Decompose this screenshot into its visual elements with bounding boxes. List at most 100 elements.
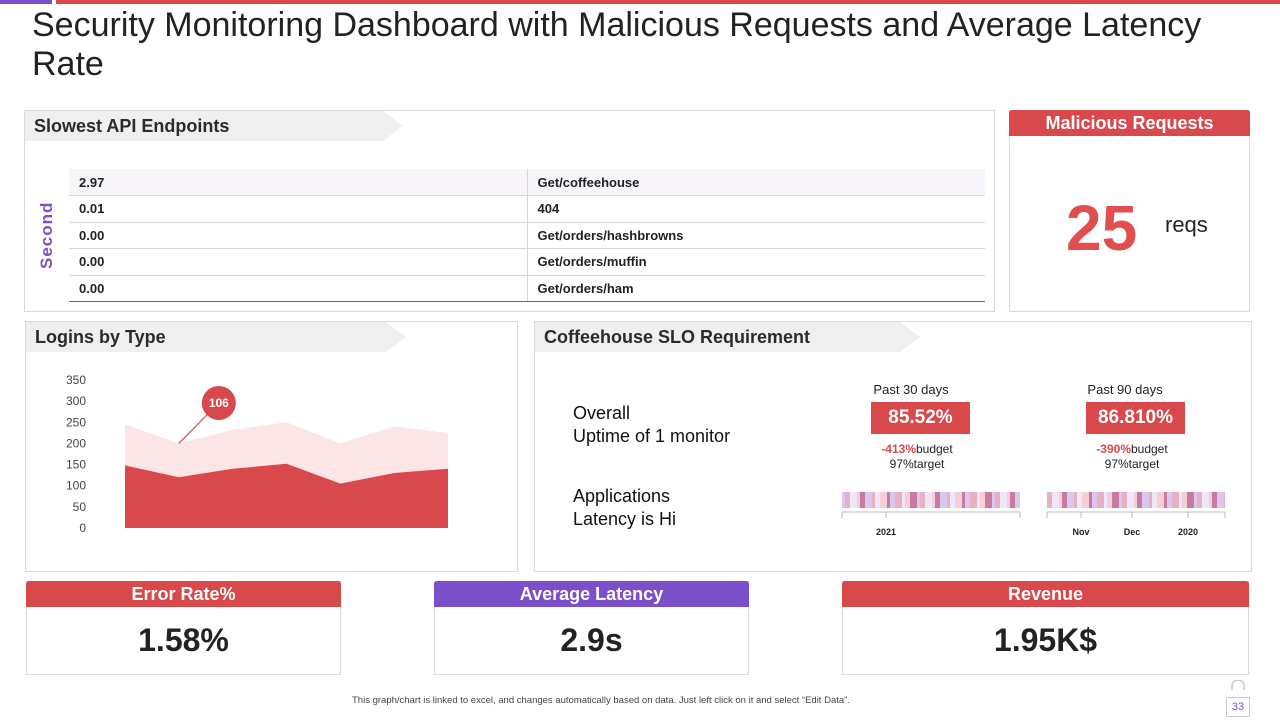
period-90-budget: -390%budget 97%target	[1072, 442, 1192, 472]
seconds-cell: 2.97	[69, 169, 527, 196]
timeline-segment	[860, 492, 865, 508]
timeline-segment	[1062, 492, 1067, 508]
annotation-label: 106	[209, 396, 229, 410]
period-30-value: 85.52%	[871, 402, 970, 434]
apps-line1: Applications	[573, 486, 671, 506]
timeline-segment	[1217, 492, 1224, 508]
malicious-requests-value: 25	[1066, 192, 1138, 264]
timeline-segment	[1047, 492, 1052, 508]
timeline-segment	[947, 492, 950, 508]
timeline-segment	[1107, 492, 1112, 508]
timeline-segment	[1152, 492, 1157, 508]
seconds-cell: 0.00	[69, 275, 527, 302]
seconds-cell: 0.01	[69, 195, 527, 223]
timeline-segment	[1209, 492, 1212, 508]
timeline-segment	[1112, 492, 1119, 508]
revenue-value: 1.95K$	[993, 622, 1098, 658]
timeline-segment	[1224, 492, 1225, 508]
timeline-segment	[965, 492, 970, 508]
seconds-axis-label: Second	[37, 201, 56, 269]
timeline-segment	[1119, 492, 1122, 508]
top-accent-red	[56, 0, 1280, 4]
timeline-segment	[920, 492, 925, 508]
timeline-segment	[890, 492, 895, 508]
timeline-segment	[985, 492, 992, 508]
seconds-cell: 0.00	[69, 222, 527, 249]
revenue-card: Revenue 1.95K$	[842, 581, 1249, 675]
y-tick-label: 100	[66, 479, 86, 493]
table-row: 0.00 Get/orders/muffin	[69, 248, 985, 276]
timeline-segment	[1142, 492, 1149, 508]
malicious-requests-title: Malicious Requests	[1009, 110, 1250, 136]
timeline-segment	[1194, 492, 1197, 508]
timeline-segment	[1164, 492, 1167, 508]
slowest-api-panel: Slowest API Endpoints Second 2.97 Get/co…	[24, 110, 995, 312]
timeline-segment	[1179, 492, 1182, 508]
timeline-segment	[995, 492, 1000, 508]
timeline-tick-label: Nov	[1072, 527, 1089, 537]
timeline-segment	[1157, 492, 1164, 508]
logins-area-chart[interactable]: 350 300 250 200 150 100 50 0 106	[36, 362, 516, 572]
error-rate-card: Error Rate% 1.58%	[26, 581, 341, 675]
endpoint-cell: 404	[526, 195, 985, 223]
timeline-segment	[1000, 492, 1007, 508]
timeline-segment	[1015, 492, 1020, 508]
timeline-segment	[880, 492, 887, 508]
timeline-segment	[842, 492, 845, 508]
period-90-target: 97%target	[1104, 457, 1160, 471]
timeline-segment	[1202, 492, 1209, 508]
apps-latency-text: Applications Latency is Hi	[573, 485, 676, 531]
timeline-segment	[1197, 492, 1202, 508]
period-30-timeline-strip: 2021	[841, 492, 1021, 537]
y-tick-label: 250	[66, 415, 86, 429]
timeline-segment	[1077, 492, 1082, 508]
period-90-timeline-strip: Nov Dec 2020	[1046, 492, 1226, 537]
average-latency-card: Average Latency 2.9s	[434, 581, 749, 675]
annotation-leader-line	[178, 412, 210, 444]
api-endpoints-table: 2.97 Get/coffeehouse 0.01 404 0.00 Get/o…	[69, 169, 985, 302]
timeline-segment	[1212, 492, 1217, 508]
timeline-segment	[1137, 492, 1142, 508]
logins-title: Logins by Type	[26, 322, 406, 352]
area-series-1[interactable]	[125, 463, 448, 528]
timeline-segment	[887, 492, 890, 508]
endpoint-cell: Get/orders/hashbrowns	[526, 222, 985, 249]
timeline-segment	[1007, 492, 1010, 508]
endpoint-cell: Get/coffeehouse	[526, 169, 985, 196]
overall-line1: Overall	[573, 403, 631, 423]
apps-line2: Latency is Hi	[573, 509, 677, 529]
timeline-tick-label: 2021	[876, 527, 896, 537]
table-row: 0.01 404	[69, 195, 985, 223]
timeline-segment	[1122, 492, 1127, 508]
timeline-segment	[955, 492, 962, 508]
timeline-segment	[875, 492, 880, 508]
period-30-target: 97%target	[889, 457, 945, 471]
timeline-segment	[917, 492, 920, 508]
error-rate-value: 1.58%	[138, 622, 229, 658]
table-row: 2.97 Get/coffeehouse	[69, 169, 985, 196]
timeline-segment	[1187, 492, 1194, 508]
timeline-segment	[1010, 492, 1015, 508]
timeline-segment	[1092, 492, 1097, 508]
period-90-budget-word: budget	[1130, 442, 1168, 456]
y-tick-label: 0	[79, 521, 86, 535]
y-tick-label: 50	[73, 500, 87, 514]
slowest-api-title: Slowest API Endpoints	[25, 111, 403, 141]
timeline-segment	[1149, 492, 1152, 508]
timeline-segment	[992, 492, 995, 508]
top-accent-purple	[0, 0, 52, 4]
timeline-segment	[1134, 492, 1137, 508]
malicious-requests-unit: reqs	[1165, 212, 1208, 237]
timeline-segment	[940, 492, 947, 508]
period-90-budget-pct: -390%	[1096, 442, 1131, 456]
timeline-segment	[895, 492, 902, 508]
page-number: 33	[1226, 697, 1250, 717]
endpoint-cell: Get/orders/ham	[526, 275, 985, 302]
timeline-segment	[977, 492, 980, 508]
page-title: Security Monitoring Dashboard with Malic…	[32, 6, 1202, 83]
timeline-segment	[1059, 492, 1062, 508]
timeline-segment	[845, 492, 850, 508]
timeline-segment	[1067, 492, 1074, 508]
table-row: 0.00 Get/orders/ham	[69, 275, 985, 302]
timeline-tick-label: 2020	[1178, 527, 1198, 537]
